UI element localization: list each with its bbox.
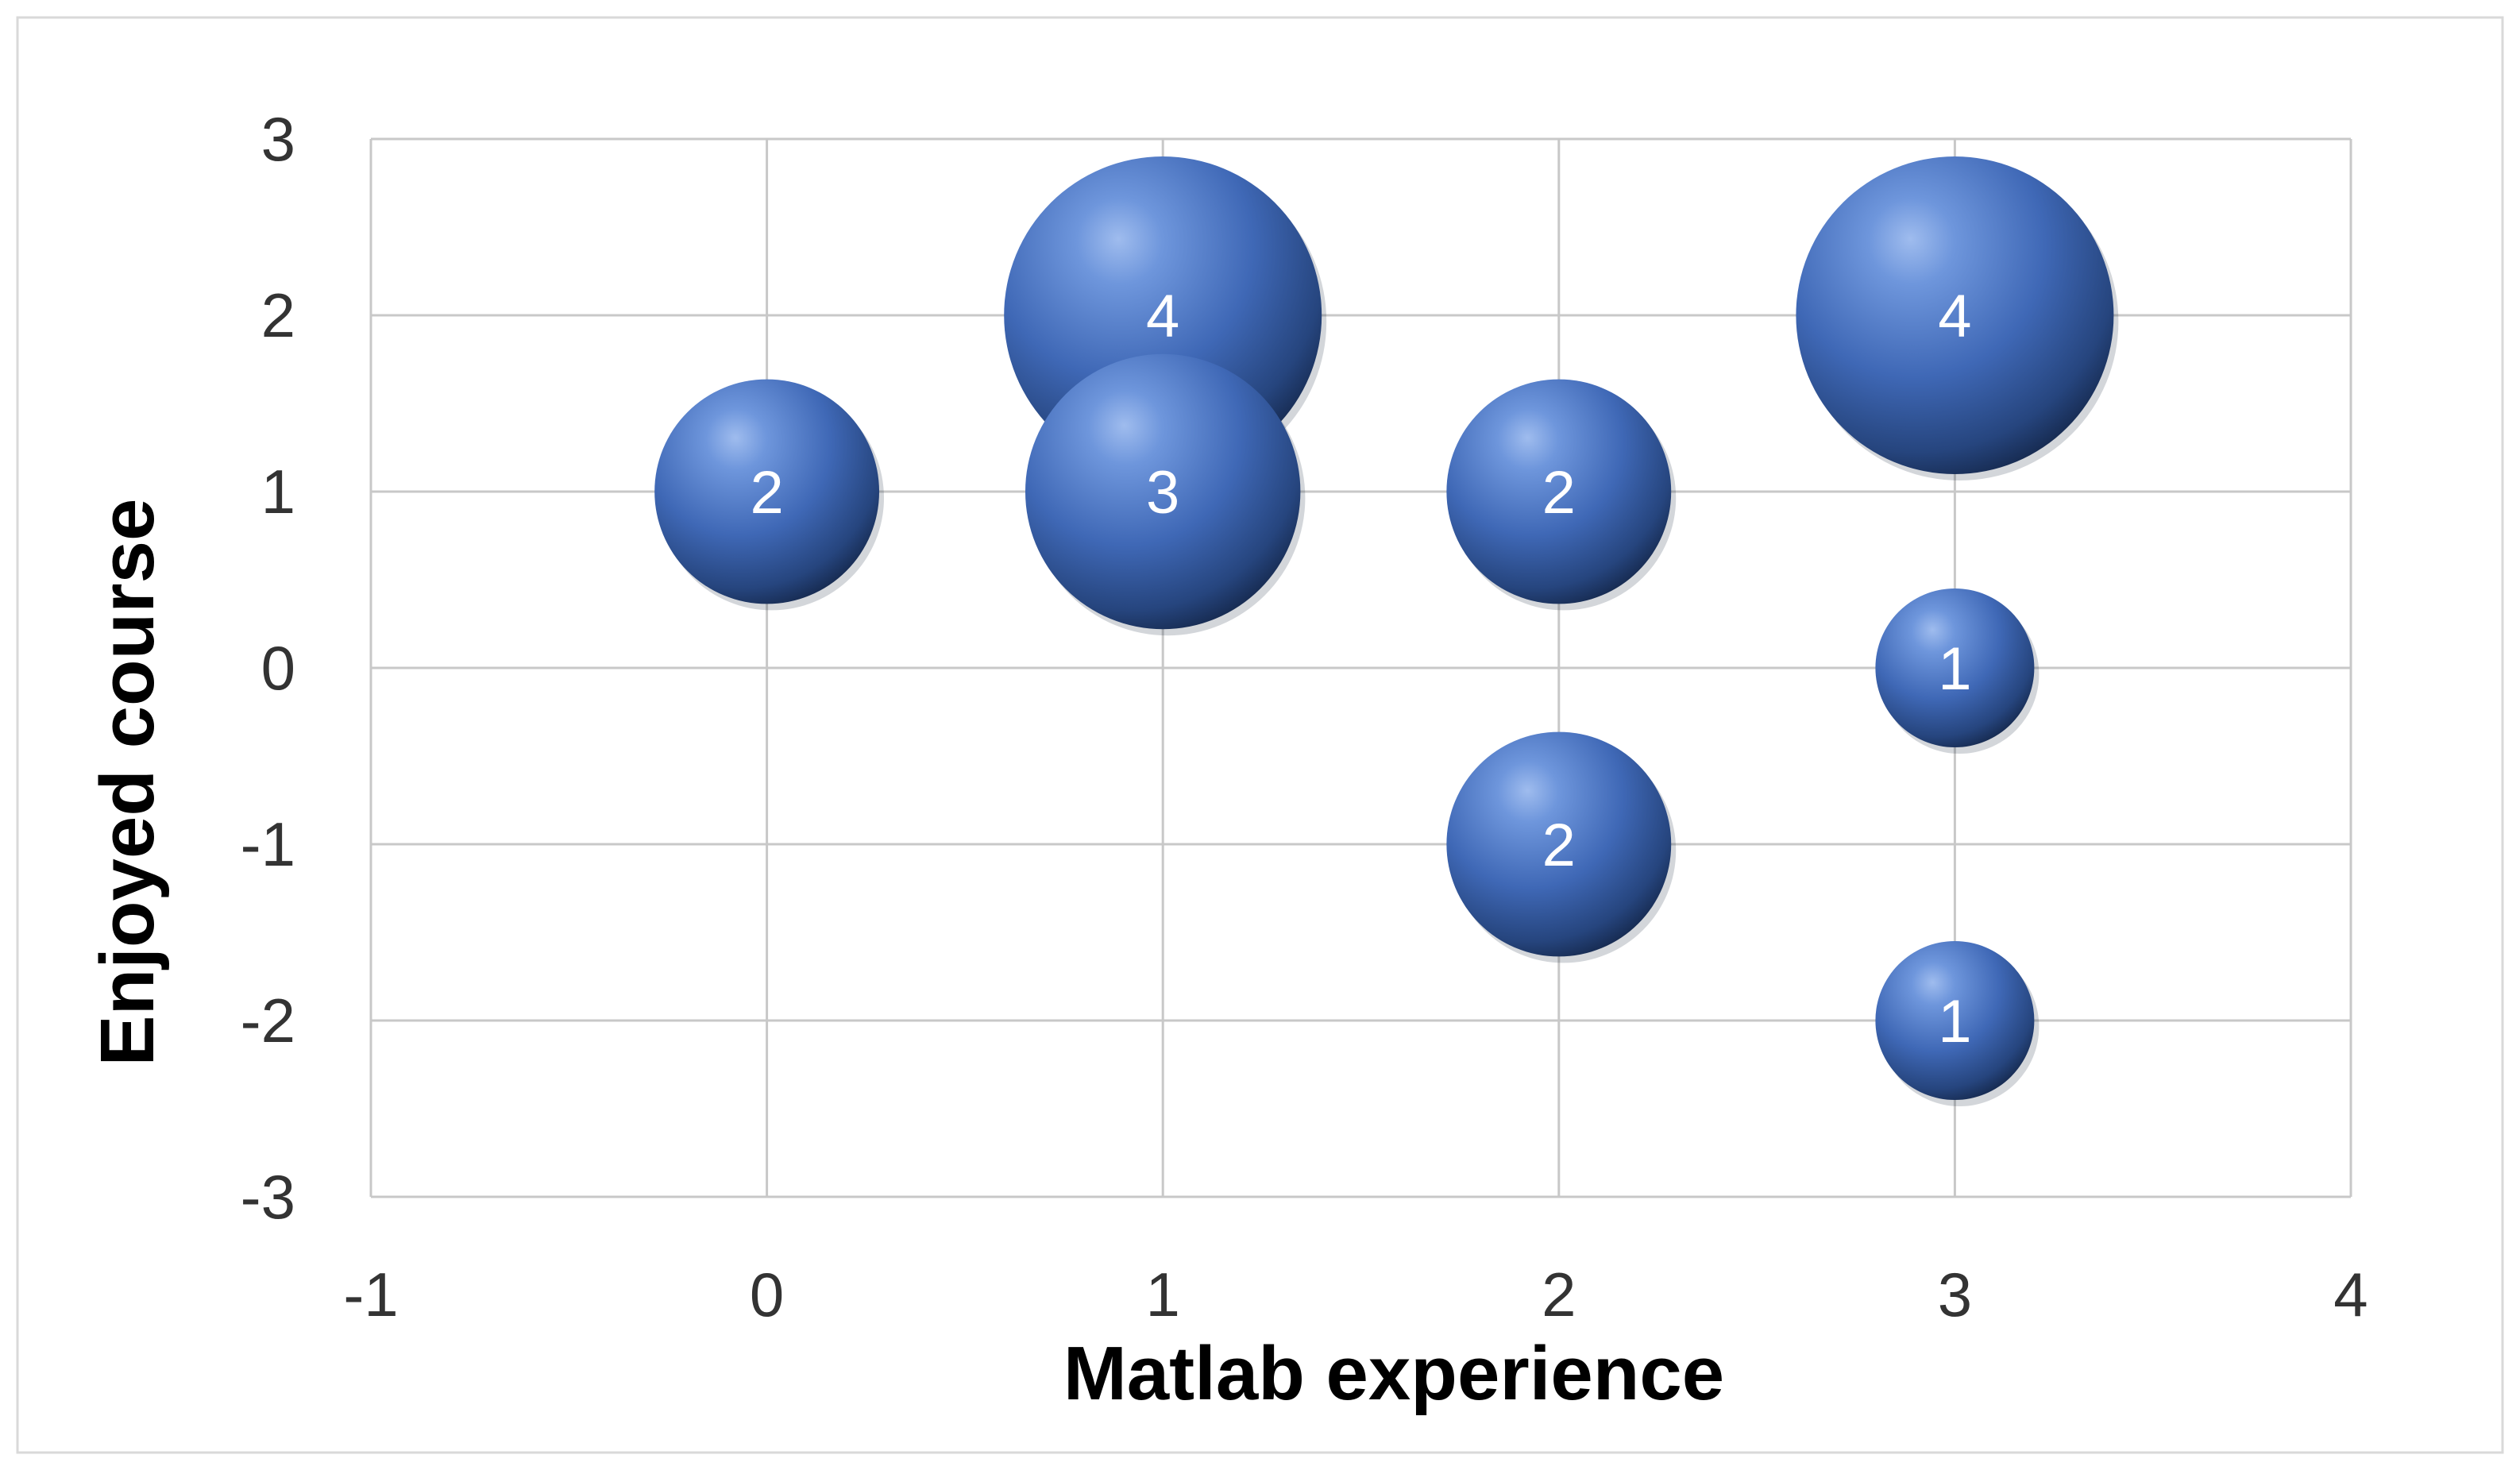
y-tick-label: -1: [241, 809, 295, 879]
x-tick-label: -1: [343, 1260, 398, 1329]
bubble: 1: [1875, 941, 2040, 1106]
bubble-data-label: 1: [1938, 988, 1971, 1055]
bubble-circle: [1875, 588, 2035, 747]
bubble-circle: [1796, 156, 2114, 474]
y-tick-label: 2: [261, 280, 295, 350]
bubble: 1: [1875, 588, 2040, 754]
grid-lines: [369, 137, 2352, 1198]
y-tick-label: 0: [261, 633, 295, 703]
bubble-circle: [1446, 379, 1672, 604]
bubble-data-label: 1: [1938, 635, 1971, 703]
x-tick-label: 3: [1938, 1260, 1972, 1329]
bubble-data-label: 2: [1542, 812, 1576, 879]
x-tick-label: 1: [1146, 1260, 1180, 1329]
bubble: 3: [1025, 353, 1306, 636]
bubble-circle: [1446, 731, 1672, 957]
x-tick-label: 2: [1542, 1260, 1576, 1329]
y-tick-label: -2: [241, 986, 295, 1055]
y-tick-label: -3: [241, 1162, 295, 1232]
x-axis-title: Matlab experience: [1063, 1331, 1724, 1416]
bubble: 4: [1796, 156, 2119, 480]
bubble: 2: [654, 379, 885, 611]
bubble-circle: [1875, 941, 2035, 1100]
bubble: 2: [1446, 379, 1677, 611]
y-tick-label: 1: [261, 457, 295, 527]
bubble-data-label: 4: [1938, 283, 1971, 350]
bubble-data-label: 2: [1542, 459, 1576, 527]
bubble-data-label: 3: [1146, 459, 1179, 527]
bubble-data-label: 2: [750, 459, 783, 527]
bubble: 2: [1446, 731, 1677, 963]
bubble-data-label: 4: [1146, 283, 1179, 350]
y-axis-title: Enjoyed course: [85, 499, 170, 1067]
tick-labels: -1 0 1 2 3 4 -3 -2 -1 0 1 2 3: [241, 104, 2368, 1329]
y-tick-label: 3: [261, 104, 295, 174]
x-tick-label: 4: [2333, 1260, 2368, 1329]
x-tick-label: 0: [750, 1260, 784, 1329]
bubble-circle: [654, 379, 880, 604]
bubble-circle: [1025, 353, 1301, 630]
bubble-series: 4 4 3 2 2 2 1 1: [654, 156, 2119, 1106]
